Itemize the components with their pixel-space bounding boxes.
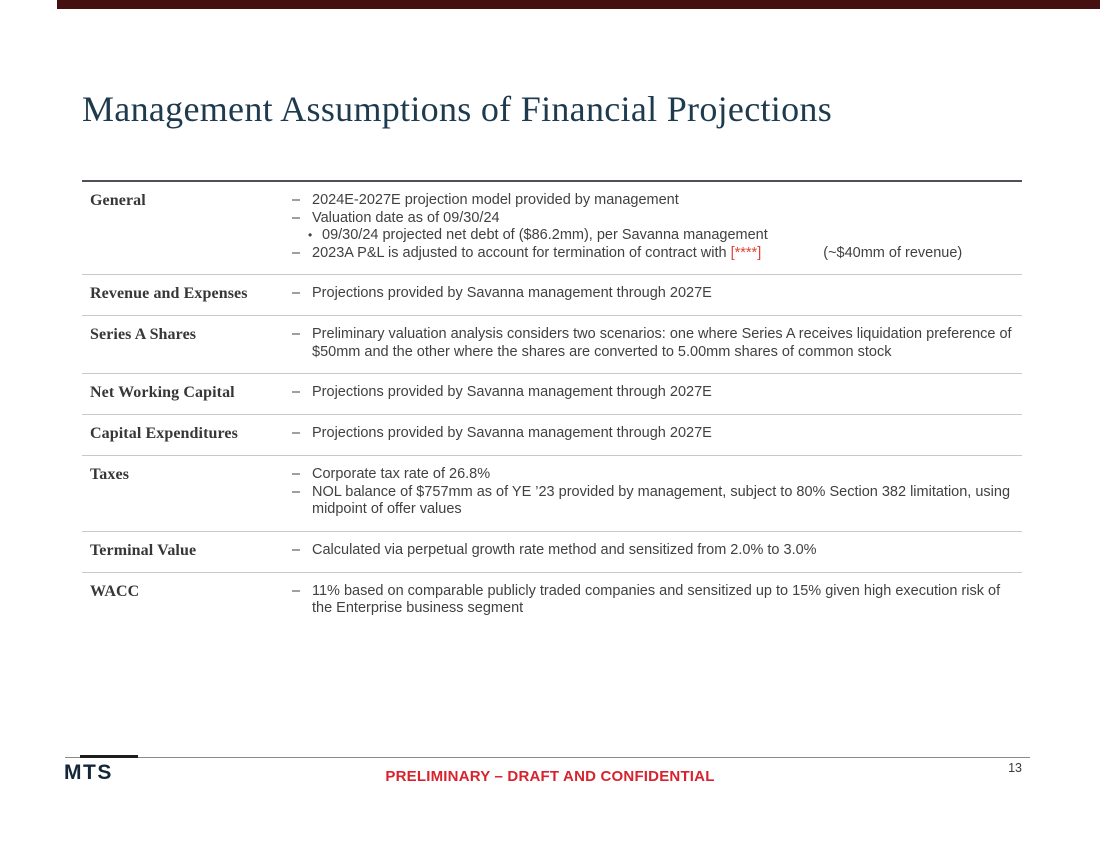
bullet-text: Projections provided by Savanna manageme… xyxy=(312,285,712,301)
table-row-revenue-expenses: Revenue and Expenses – Projections provi… xyxy=(82,275,1022,316)
row-content: – 2024E-2027E projection model provided … xyxy=(292,182,1022,274)
dash-bullet-icon: – xyxy=(292,285,301,301)
row-header: Terminal Value xyxy=(90,541,197,559)
row-content: – Preliminary valuation analysis conside… xyxy=(292,316,1022,373)
table-row-general: General – 2024E-2027E projection model p… xyxy=(82,182,1022,275)
row-header: General xyxy=(90,192,146,209)
row-header: WACC xyxy=(90,582,140,600)
bullet-line: – Projections provided by Savanna manage… xyxy=(292,425,1022,443)
row-content: – 11% based on comparable publicly trade… xyxy=(292,573,1022,630)
top-accent-bar xyxy=(57,0,1100,9)
dash-bullet-icon: – xyxy=(292,425,301,441)
bullet-text: Valuation date as of 09/30/24 xyxy=(312,209,500,226)
bullet-line: – Projections provided by Savanna manage… xyxy=(292,285,1022,303)
bullet-text: Projections provided by Savanna manageme… xyxy=(312,425,712,441)
table-row-wacc: WACC – 11% based on comparable publicly … xyxy=(82,573,1022,630)
logo-accent-line xyxy=(80,755,138,758)
bullet-line: – Valuation date as of 09/30/24 xyxy=(292,210,1022,228)
row-header: Revenue and Expenses xyxy=(90,285,248,302)
row-header: Series A Shares xyxy=(90,326,197,343)
sub-bullet-text: 09/30/24 projected net debt of ($86.2mm)… xyxy=(322,227,768,243)
table-row-terminal-value: Terminal Value – Calculated via perpetua… xyxy=(82,532,1022,573)
table-row-capital-expenditures: Capital Expenditures – Projections provi… xyxy=(82,415,1022,456)
dash-bullet-icon: – xyxy=(292,466,301,482)
bullet-line: – 11% based on comparable publicly trade… xyxy=(292,583,1022,618)
row-content: – Projections provided by Savanna manage… xyxy=(292,374,1022,414)
dash-bullet-icon: – xyxy=(292,244,301,261)
bullet-text: 2023A P&L is adjusted to account for ter… xyxy=(312,245,962,263)
bullet-text: Projections provided by Savanna manageme… xyxy=(312,384,712,400)
bullet-text-note: (~$40mm of revenue) xyxy=(823,244,963,261)
dash-bullet-icon: – xyxy=(292,326,301,342)
confidentiality-notice: PRELIMINARY – DRAFT AND CONFIDENTIAL xyxy=(385,768,715,785)
dash-bullet-icon: – xyxy=(292,192,301,208)
row-content: – Corporate tax rate of 26.8% – NOL bala… xyxy=(292,456,1022,531)
dash-bullet-icon: – xyxy=(292,541,301,558)
bullet-line: – 2024E-2027E projection model provided … xyxy=(292,192,1022,210)
bullet-text: 11% based on comparable publicly traded … xyxy=(312,582,1001,617)
page-title: Management Assumptions of Financial Proj… xyxy=(82,89,833,129)
row-content: – Calculated via perpetual growth rate m… xyxy=(292,532,1022,572)
bullet-text: Preliminary valuation analysis considers… xyxy=(312,326,1012,360)
redacted-text: [****] xyxy=(730,244,762,261)
dash-bullet-icon: – xyxy=(292,384,301,400)
dash-bullet-icon: – xyxy=(292,483,301,500)
table-row-net-working-capital: Net Working Capital – Projections provid… xyxy=(82,374,1022,415)
bullet-text: Calculated via perpetual growth rate met… xyxy=(312,541,817,558)
bullet-line: – Calculated via perpetual growth rate m… xyxy=(292,542,1022,560)
sub-bullet-line: • 09/30/24 projected net debt of ($86.2m… xyxy=(292,227,1022,245)
bullet-line: – Corporate tax rate of 26.8% xyxy=(292,466,1022,484)
footer-divider xyxy=(65,757,1030,758)
table-row-taxes: Taxes – Corporate tax rate of 26.8% – NO… xyxy=(82,456,1022,532)
dot-bullet-icon: • xyxy=(308,228,313,242)
bullet-line: – 2023A P&L is adjusted to account for t… xyxy=(292,245,1022,263)
bullet-text: Corporate tax rate of 26.8% xyxy=(312,466,491,482)
row-content: – Projections provided by Savanna manage… xyxy=(292,415,1022,455)
mts-logo: MTS xyxy=(64,761,113,784)
bullet-text: 2024E-2027E projection model provided by… xyxy=(312,192,679,208)
bullet-text-prefix: 2023A P&L is adjusted to account for ter… xyxy=(312,244,731,261)
page-number: 13 xyxy=(1008,761,1022,775)
dash-bullet-icon: – xyxy=(292,209,301,226)
row-header: Taxes xyxy=(90,466,130,483)
row-header: Net Working Capital xyxy=(90,384,235,401)
row-content: – Projections provided by Savanna manage… xyxy=(292,275,1022,315)
bullet-text: NOL balance of $757mm as of YE ’23 provi… xyxy=(312,483,1011,518)
bullet-line: – Preliminary valuation analysis conside… xyxy=(292,326,1022,361)
assumptions-table: General – 2024E-2027E projection model p… xyxy=(82,180,1022,630)
row-header: Capital Expenditures xyxy=(90,425,238,442)
bullet-line: – NOL balance of $757mm as of YE ’23 pro… xyxy=(292,484,1022,519)
dash-bullet-icon: – xyxy=(292,582,301,599)
table-row-series-a-shares: Series A Shares – Preliminary valuation … xyxy=(82,316,1022,374)
bullet-line: – Projections provided by Savanna manage… xyxy=(292,384,1022,402)
